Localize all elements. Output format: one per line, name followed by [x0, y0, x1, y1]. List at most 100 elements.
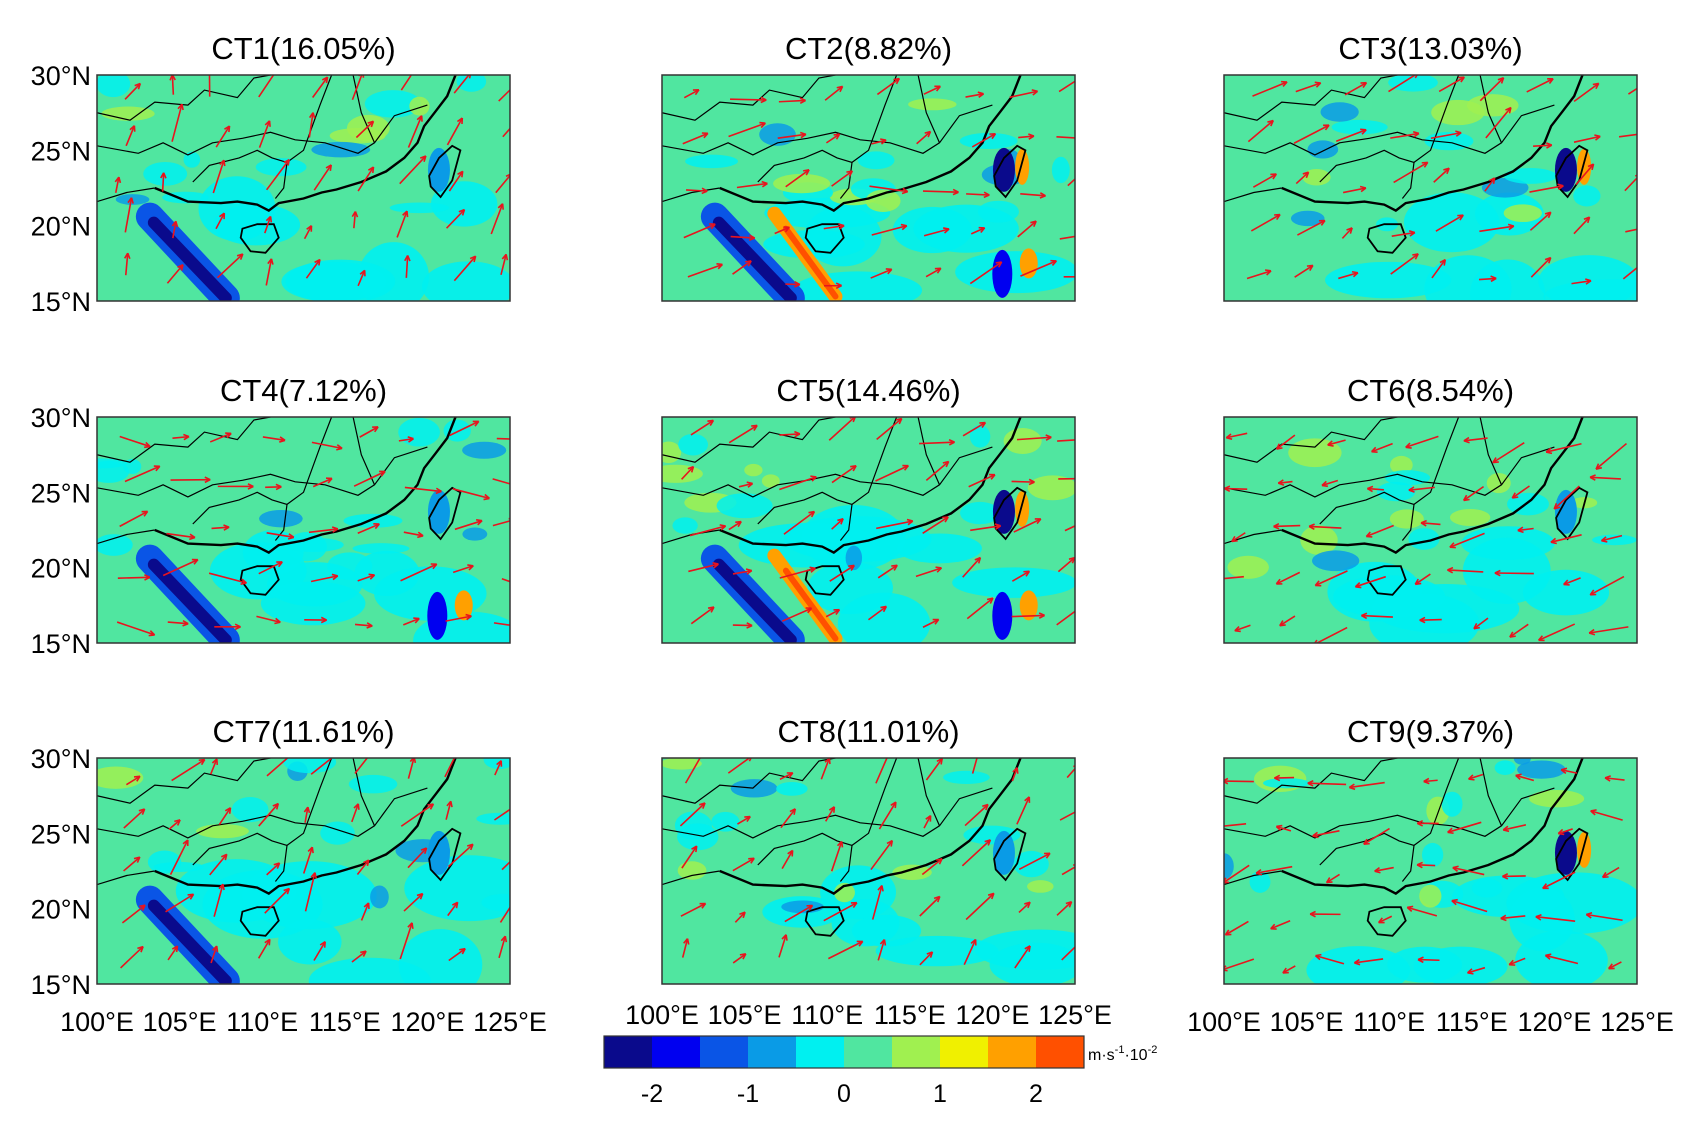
wind-vector-head [1451, 898, 1458, 906]
wind-vector-head [1544, 211, 1552, 219]
x-tick-label: 125°E [1038, 1000, 1112, 1030]
wind-vector-head [1088, 274, 1093, 279]
wind-vector-head [759, 121, 766, 129]
wind-vector-head [848, 564, 855, 571]
wind-vector [1354, 958, 1384, 964]
y-tick-label: 25°N [31, 136, 91, 166]
wind-vector [312, 76, 329, 98]
wind-vector-head [1517, 526, 1524, 534]
wind-vector-head [127, 197, 134, 204]
y-tick-label: 15°N [31, 970, 91, 1000]
wind-vector [117, 576, 150, 579]
wind-vector-head [1502, 825, 1510, 833]
contour-patch [123, 458, 142, 475]
wind-vector-head [886, 839, 894, 847]
wind-vector [312, 477, 333, 488]
wind-vector-head [310, 872, 318, 879]
wind-vector-head [430, 563, 438, 570]
wind-vector-head [925, 814, 932, 822]
wind-vector [1492, 442, 1525, 464]
x-tick-label: 115°E [1436, 1007, 1508, 1037]
map-panel-8: CT8(11.01%) [661, 714, 1076, 985]
wind-vector-head [707, 419, 715, 427]
contour-patch [1376, 481, 1416, 502]
map-panel-3: CT3(13.03%) [1223, 31, 1638, 302]
wind-vector-head [417, 531, 424, 539]
contour-patch [231, 797, 269, 823]
wind-vector-head [404, 255, 411, 262]
contour-patch [1306, 946, 1411, 984]
wind-vector-head [806, 904, 814, 911]
wind-vector [1575, 163, 1595, 186]
contour-patch [364, 90, 422, 118]
wind-vector [1321, 479, 1339, 487]
contour-patch [1503, 204, 1542, 222]
wind-vector-head [1281, 80, 1288, 87]
wind-vector-head [451, 901, 459, 909]
hainan-outline [239, 906, 280, 937]
colorbar-swatch [700, 1036, 749, 1068]
wind-vector-head [1600, 536, 1608, 543]
wind-vector-head [1557, 183, 1564, 191]
contour-patch [773, 173, 831, 194]
wind-vector [218, 807, 232, 826]
panel-field [97, 75, 510, 301]
wind-vector [124, 465, 161, 483]
wind-vector [1590, 476, 1621, 480]
wind-vector-head [1537, 635, 1545, 642]
wind-vector [923, 815, 932, 829]
wind-vector-head [1511, 492, 1519, 499]
wind-vector-head [989, 132, 997, 140]
wind-vector-head [144, 574, 151, 581]
wind-vector [925, 460, 950, 482]
wind-vector [778, 99, 806, 103]
province-border [97, 417, 271, 463]
contour-patch [1419, 884, 1442, 908]
wind-vector [1590, 810, 1623, 821]
wind-vector [870, 268, 893, 279]
wind-vector-head [934, 267, 942, 274]
wind-vector [1502, 875, 1526, 878]
wind-vector-head [805, 607, 813, 614]
contour-patch [955, 251, 1075, 294]
wind-vector [351, 75, 363, 101]
wind-vector-head [934, 85, 941, 92]
wind-vector [168, 819, 181, 830]
wind-vector-head [1601, 871, 1609, 879]
wind-vector-head [1507, 223, 1515, 231]
wind-vector-head [1594, 134, 1601, 141]
wind-vector-head [1604, 775, 1611, 782]
wind-vector [1553, 485, 1580, 510]
wind-vector-head [936, 758, 943, 765]
wind-vector [1573, 216, 1591, 235]
wind-vector [1447, 569, 1484, 573]
wind-vector [1276, 434, 1296, 450]
wind-vector [679, 802, 706, 827]
contour-patch [685, 154, 738, 169]
wind-vector-head [895, 417, 903, 425]
y-tick-label: 30°N [31, 61, 91, 91]
positive-spot [1019, 590, 1038, 621]
wind-vector-head [419, 155, 427, 162]
wind-vector [1391, 231, 1416, 237]
wind-vector [1530, 257, 1552, 278]
taiwan-dipole-neg [992, 489, 1015, 534]
wind-vector [494, 760, 502, 776]
wind-vector [257, 938, 271, 959]
wind-vector [1349, 781, 1385, 789]
wind-vector [399, 922, 413, 960]
wind-vector [871, 885, 883, 920]
wind-vector [919, 441, 955, 445]
wind-vector [258, 120, 271, 148]
panel-field [662, 75, 1093, 301]
map-panel-2: CT2(8.82%) [661, 31, 1093, 302]
x-tick-label: 125°E [1600, 1007, 1674, 1037]
wind-vector-head [183, 433, 190, 441]
wind-vector [1558, 828, 1573, 835]
contour-patch [716, 493, 773, 519]
x-tick-label: 100°E [625, 1000, 699, 1030]
wind-vector-head [926, 951, 934, 958]
taiwan-dipole-neg [1554, 147, 1577, 192]
wind-vector [264, 887, 290, 914]
wind-vector [785, 169, 810, 188]
